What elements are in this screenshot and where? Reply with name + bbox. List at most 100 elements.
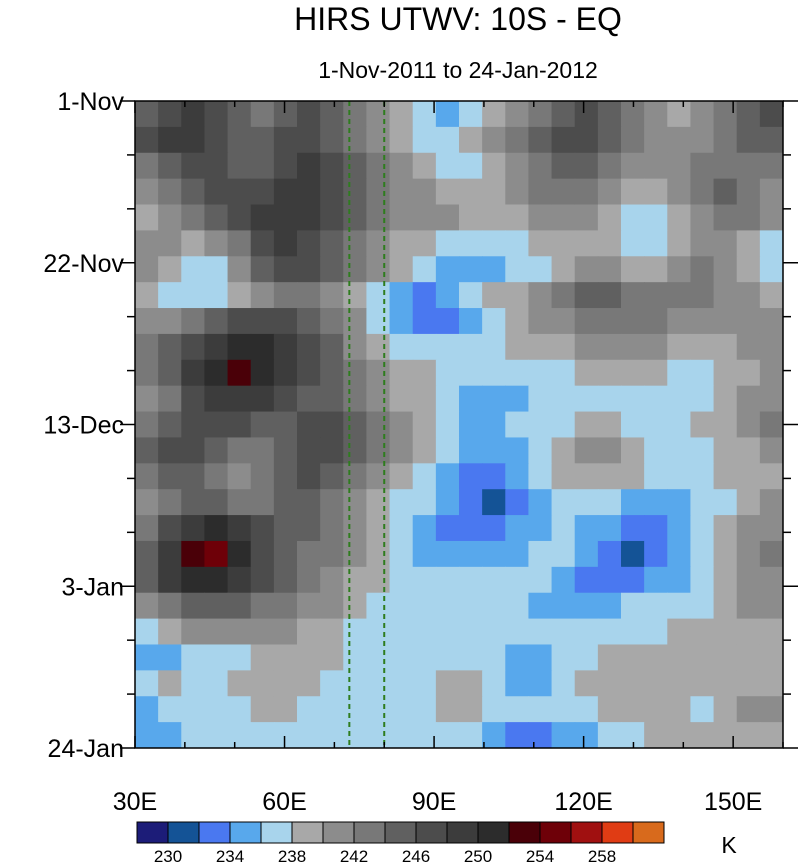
- heatmap-cell: [135, 204, 159, 231]
- heatmap-cell: [551, 256, 576, 283]
- heatmap-cell: [273, 618, 298, 646]
- heatmap-cell: [459, 256, 483, 283]
- heatmap-cell: [204, 437, 229, 464]
- heatmap-cell: [135, 644, 159, 671]
- heatmap-cell: [320, 540, 344, 568]
- heatmap-cell: [181, 204, 206, 231]
- heatmap-cell: [181, 644, 206, 671]
- heatmap-cell: [250, 359, 275, 387]
- heatmap-cell: [551, 308, 576, 335]
- heatmap-cell: [135, 282, 159, 309]
- colorbar-swatch: [570, 821, 603, 844]
- heatmap-cell: [505, 437, 530, 464]
- heatmap-cell: [158, 566, 182, 594]
- heatmap-cell: [320, 126, 344, 154]
- heatmap-cell: [574, 411, 599, 439]
- heatmap-cell: [505, 256, 530, 283]
- heatmap-cell: [250, 282, 275, 309]
- heatmap-cell: [273, 696, 298, 723]
- heatmap-cell: [412, 437, 437, 464]
- heatmap-cell: [644, 670, 668, 697]
- heatmap-cell: [343, 592, 368, 620]
- heatmap-cell: [505, 126, 530, 154]
- heatmap-cell: [273, 359, 298, 387]
- heatmap-cell: [158, 411, 182, 439]
- heatmap-cell: [135, 359, 159, 387]
- heatmap-cell: [574, 282, 599, 309]
- heatmap-cell: [621, 204, 645, 231]
- heatmap-cell: [482, 359, 506, 387]
- heatmap-cell: [435, 463, 460, 490]
- heatmap-cell: [181, 670, 206, 697]
- heatmap-cell: [273, 515, 298, 542]
- heatmap-cell: [320, 333, 344, 361]
- heatmap-cell: [482, 101, 506, 128]
- heatmap-cell: [621, 308, 645, 335]
- heatmap-cell: [736, 101, 761, 128]
- y-axis: 1-Nov 22-Nov 13-Dec 3-Jan 24-Jan: [43, 88, 798, 763]
- heatmap-cell: [227, 152, 252, 180]
- heatmap-cell: [644, 592, 668, 620]
- x-tick-label: 90E: [412, 788, 456, 816]
- heatmap-cell: [204, 515, 229, 542]
- heatmap-cell: [435, 515, 460, 542]
- colorbar-swatch: [291, 821, 324, 844]
- heatmap-cell: [250, 592, 275, 620]
- heatmap-cell: [736, 515, 761, 542]
- heatmap-cell: [435, 437, 460, 464]
- heatmap-cell: [343, 696, 368, 723]
- heatmap-cell: [250, 696, 275, 723]
- heatmap-cell: [759, 722, 783, 748]
- heatmap-cell: [366, 411, 391, 439]
- heatmap-cell: [389, 722, 414, 748]
- heatmap-cell: [227, 359, 252, 387]
- heatmap-cell: [644, 489, 668, 516]
- heatmap-cell: [667, 722, 692, 748]
- heatmap-cell: [505, 333, 530, 361]
- heatmap-cell: [736, 385, 761, 413]
- heatmap-cell: [273, 282, 298, 309]
- heatmap-cell: [250, 515, 275, 542]
- heatmap-cell: [574, 670, 599, 697]
- heatmap-cell: [644, 359, 668, 387]
- heatmap-cell: [459, 722, 483, 748]
- heatmap-cell: [690, 256, 715, 283]
- colorbar-swatch: [353, 821, 386, 844]
- heatmap-cell: [227, 463, 252, 490]
- heatmap-cell: [412, 463, 437, 490]
- heatmap-cell: [181, 540, 206, 568]
- heatmap-cell: [667, 101, 692, 128]
- heatmap-cell: [181, 152, 206, 180]
- heatmap-cell: [389, 618, 414, 646]
- heatmap-cell: [690, 385, 715, 413]
- heatmap-cell: [412, 178, 437, 206]
- colorbar-swatch: [322, 821, 355, 844]
- heatmap-cell: [320, 152, 344, 180]
- heatmap-cell: [389, 670, 414, 697]
- heatmap-cell: [597, 230, 622, 257]
- heatmap-cell: [736, 618, 761, 646]
- heatmap-cell: [482, 489, 506, 516]
- heatmap-cell: [297, 489, 321, 516]
- heatmap-cell: [574, 385, 599, 413]
- colorbar-label: 258: [588, 847, 616, 863]
- heatmap-cell: [273, 385, 298, 413]
- heatmap-cell: [459, 566, 483, 594]
- heatmap-cell: [366, 308, 391, 335]
- heatmap-cell: [528, 463, 553, 490]
- heatmap-cell: [551, 333, 576, 361]
- heatmap-cell: [597, 463, 622, 490]
- heatmap-cell: [528, 256, 553, 283]
- heatmap-cell: [551, 540, 576, 568]
- heatmap-cell: [713, 670, 738, 697]
- heatmap-cell: [621, 437, 645, 464]
- heatmap-cell: [389, 437, 414, 464]
- heatmap-cell: [135, 101, 159, 128]
- heatmap-cell: [389, 308, 414, 335]
- heatmap-cell: [644, 463, 668, 490]
- heatmap-cell: [135, 463, 159, 490]
- heatmap-cell: [389, 359, 414, 387]
- x-tick-label: 30E: [113, 788, 157, 816]
- heatmap-cell: [713, 592, 738, 620]
- heatmap-cell: [320, 463, 344, 490]
